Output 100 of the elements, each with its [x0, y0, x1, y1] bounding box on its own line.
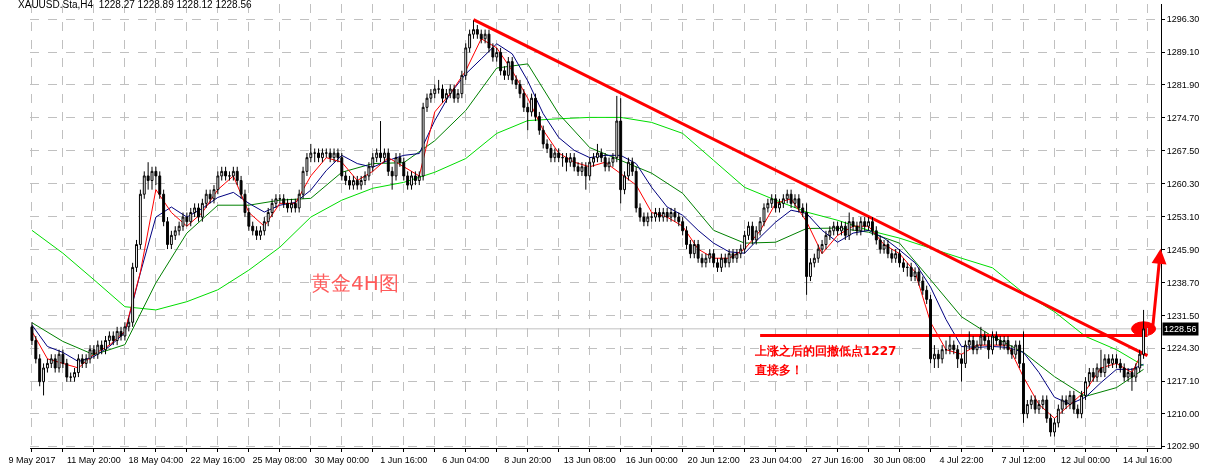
candlestick — [894, 248, 898, 264]
candlestick — [441, 83, 444, 104]
annotation: 直接多！ — [754, 363, 803, 377]
x-tick-label: 27 Jun 16:00 — [811, 454, 864, 465]
candlestick — [475, 24, 479, 40]
candlestick — [231, 166, 235, 181]
candlestick — [104, 335, 107, 355]
candlestick — [1064, 394, 1068, 410]
candlestick — [797, 193, 801, 214]
candlestick — [731, 248, 735, 264]
x-tick-label: 30 Jun 08:00 — [873, 454, 926, 465]
candlestick — [150, 166, 154, 191]
candlestick — [770, 193, 774, 209]
ref-line-label: 1228.56 — [1164, 324, 1197, 334]
candlestick — [506, 56, 510, 81]
candlestick — [100, 340, 104, 355]
candlestick — [603, 152, 607, 172]
y-tick-label: 1238.70 — [1166, 277, 1200, 288]
candlestick — [348, 175, 351, 191]
candlestick — [805, 202, 809, 296]
candlestick — [1022, 330, 1025, 424]
x-tick-label: 20 Jun 12:00 — [687, 454, 740, 465]
candlestick — [355, 175, 359, 191]
candlestick — [320, 147, 324, 163]
y-tick-label: 1296.30 — [1166, 14, 1200, 25]
candlestick — [778, 198, 781, 214]
candlestick — [909, 262, 913, 282]
x-tick-label: 22 May 16:00 — [190, 454, 246, 465]
candlestick — [708, 248, 712, 264]
x-tick-label: 25 May 08:00 — [252, 454, 308, 465]
x-tick-label: 16 Jun 00:00 — [625, 454, 678, 465]
candlestick — [886, 239, 890, 259]
candlestick — [1037, 399, 1041, 415]
y-tick-label: 1253.10 — [1166, 211, 1200, 222]
candlestick — [1091, 367, 1095, 383]
candlestick — [789, 189, 793, 209]
candlestick — [836, 221, 840, 236]
candlestick — [317, 147, 321, 163]
candlestick — [940, 344, 944, 364]
candlestick — [96, 340, 100, 360]
candlestick — [905, 262, 909, 278]
candlestick — [208, 189, 212, 204]
candlestick — [452, 83, 456, 104]
candlestick — [727, 248, 731, 268]
candlestick — [572, 152, 576, 172]
candlestick — [646, 212, 650, 227]
y-tick-label: 1274.70 — [1166, 113, 1200, 124]
candlestick — [1072, 390, 1076, 415]
candlestick — [448, 83, 452, 99]
candlestick — [692, 239, 696, 259]
candlestick — [665, 207, 669, 223]
candlestick — [123, 321, 127, 342]
candlestick — [286, 198, 290, 214]
candlestick — [948, 335, 952, 355]
x-tick-label: 9 May 2017 — [8, 454, 56, 465]
candlestick — [824, 230, 828, 250]
x-tick-label: 7 Jul 12:00 — [1001, 454, 1046, 465]
candlestick — [181, 212, 185, 232]
x-tick-label: 13 Jun 08:00 — [563, 454, 616, 465]
candlestick — [185, 212, 189, 227]
x-tick-label: 8 Jun 20:00 — [504, 454, 552, 465]
candlestick — [1068, 390, 1072, 410]
candlestick — [57, 349, 61, 374]
x-tick-label: 4 Jul 22:00 — [939, 454, 984, 465]
y-tick-label: 1289.10 — [1166, 47, 1200, 58]
candlestick — [49, 353, 53, 369]
candlestick — [510, 56, 514, 85]
candlestick — [781, 193, 785, 209]
candlestick — [1122, 362, 1126, 383]
candlestick — [661, 207, 665, 223]
x-tick-label: 14 Jul 16:00 — [1122, 454, 1172, 465]
candlestick — [119, 326, 123, 342]
annotation: 黄金4H图 — [311, 271, 399, 295]
candlestick — [88, 344, 92, 364]
candlestick — [1033, 394, 1037, 415]
candlestick — [479, 29, 483, 44]
candlestick — [584, 161, 588, 191]
x-tick-label: 12 Jul 00:00 — [1060, 454, 1110, 465]
y-tick-label: 1260.30 — [1166, 178, 1200, 189]
candlestick — [379, 120, 382, 163]
candlestick — [444, 88, 448, 104]
candlestick — [735, 248, 739, 264]
x-tick-label: 30 May 00:00 — [314, 454, 370, 465]
candlestick — [359, 175, 363, 191]
candlestick — [499, 47, 503, 76]
candlestick — [998, 335, 1002, 351]
y-tick-label: 1217.10 — [1166, 376, 1200, 387]
candlestick — [971, 335, 975, 355]
x-tick-label: 18 May 04:00 — [128, 454, 184, 465]
candlestick — [53, 353, 57, 374]
candlestick — [340, 152, 344, 181]
candlestick — [785, 189, 789, 204]
candlestick — [568, 152, 572, 168]
candlestick — [669, 207, 673, 223]
candlestick — [979, 326, 983, 351]
candlestick — [1115, 353, 1118, 369]
candlestick — [76, 353, 80, 378]
candlestick — [328, 147, 332, 163]
candlestick — [561, 152, 565, 168]
y-tick-label: 1224.30 — [1166, 343, 1200, 354]
